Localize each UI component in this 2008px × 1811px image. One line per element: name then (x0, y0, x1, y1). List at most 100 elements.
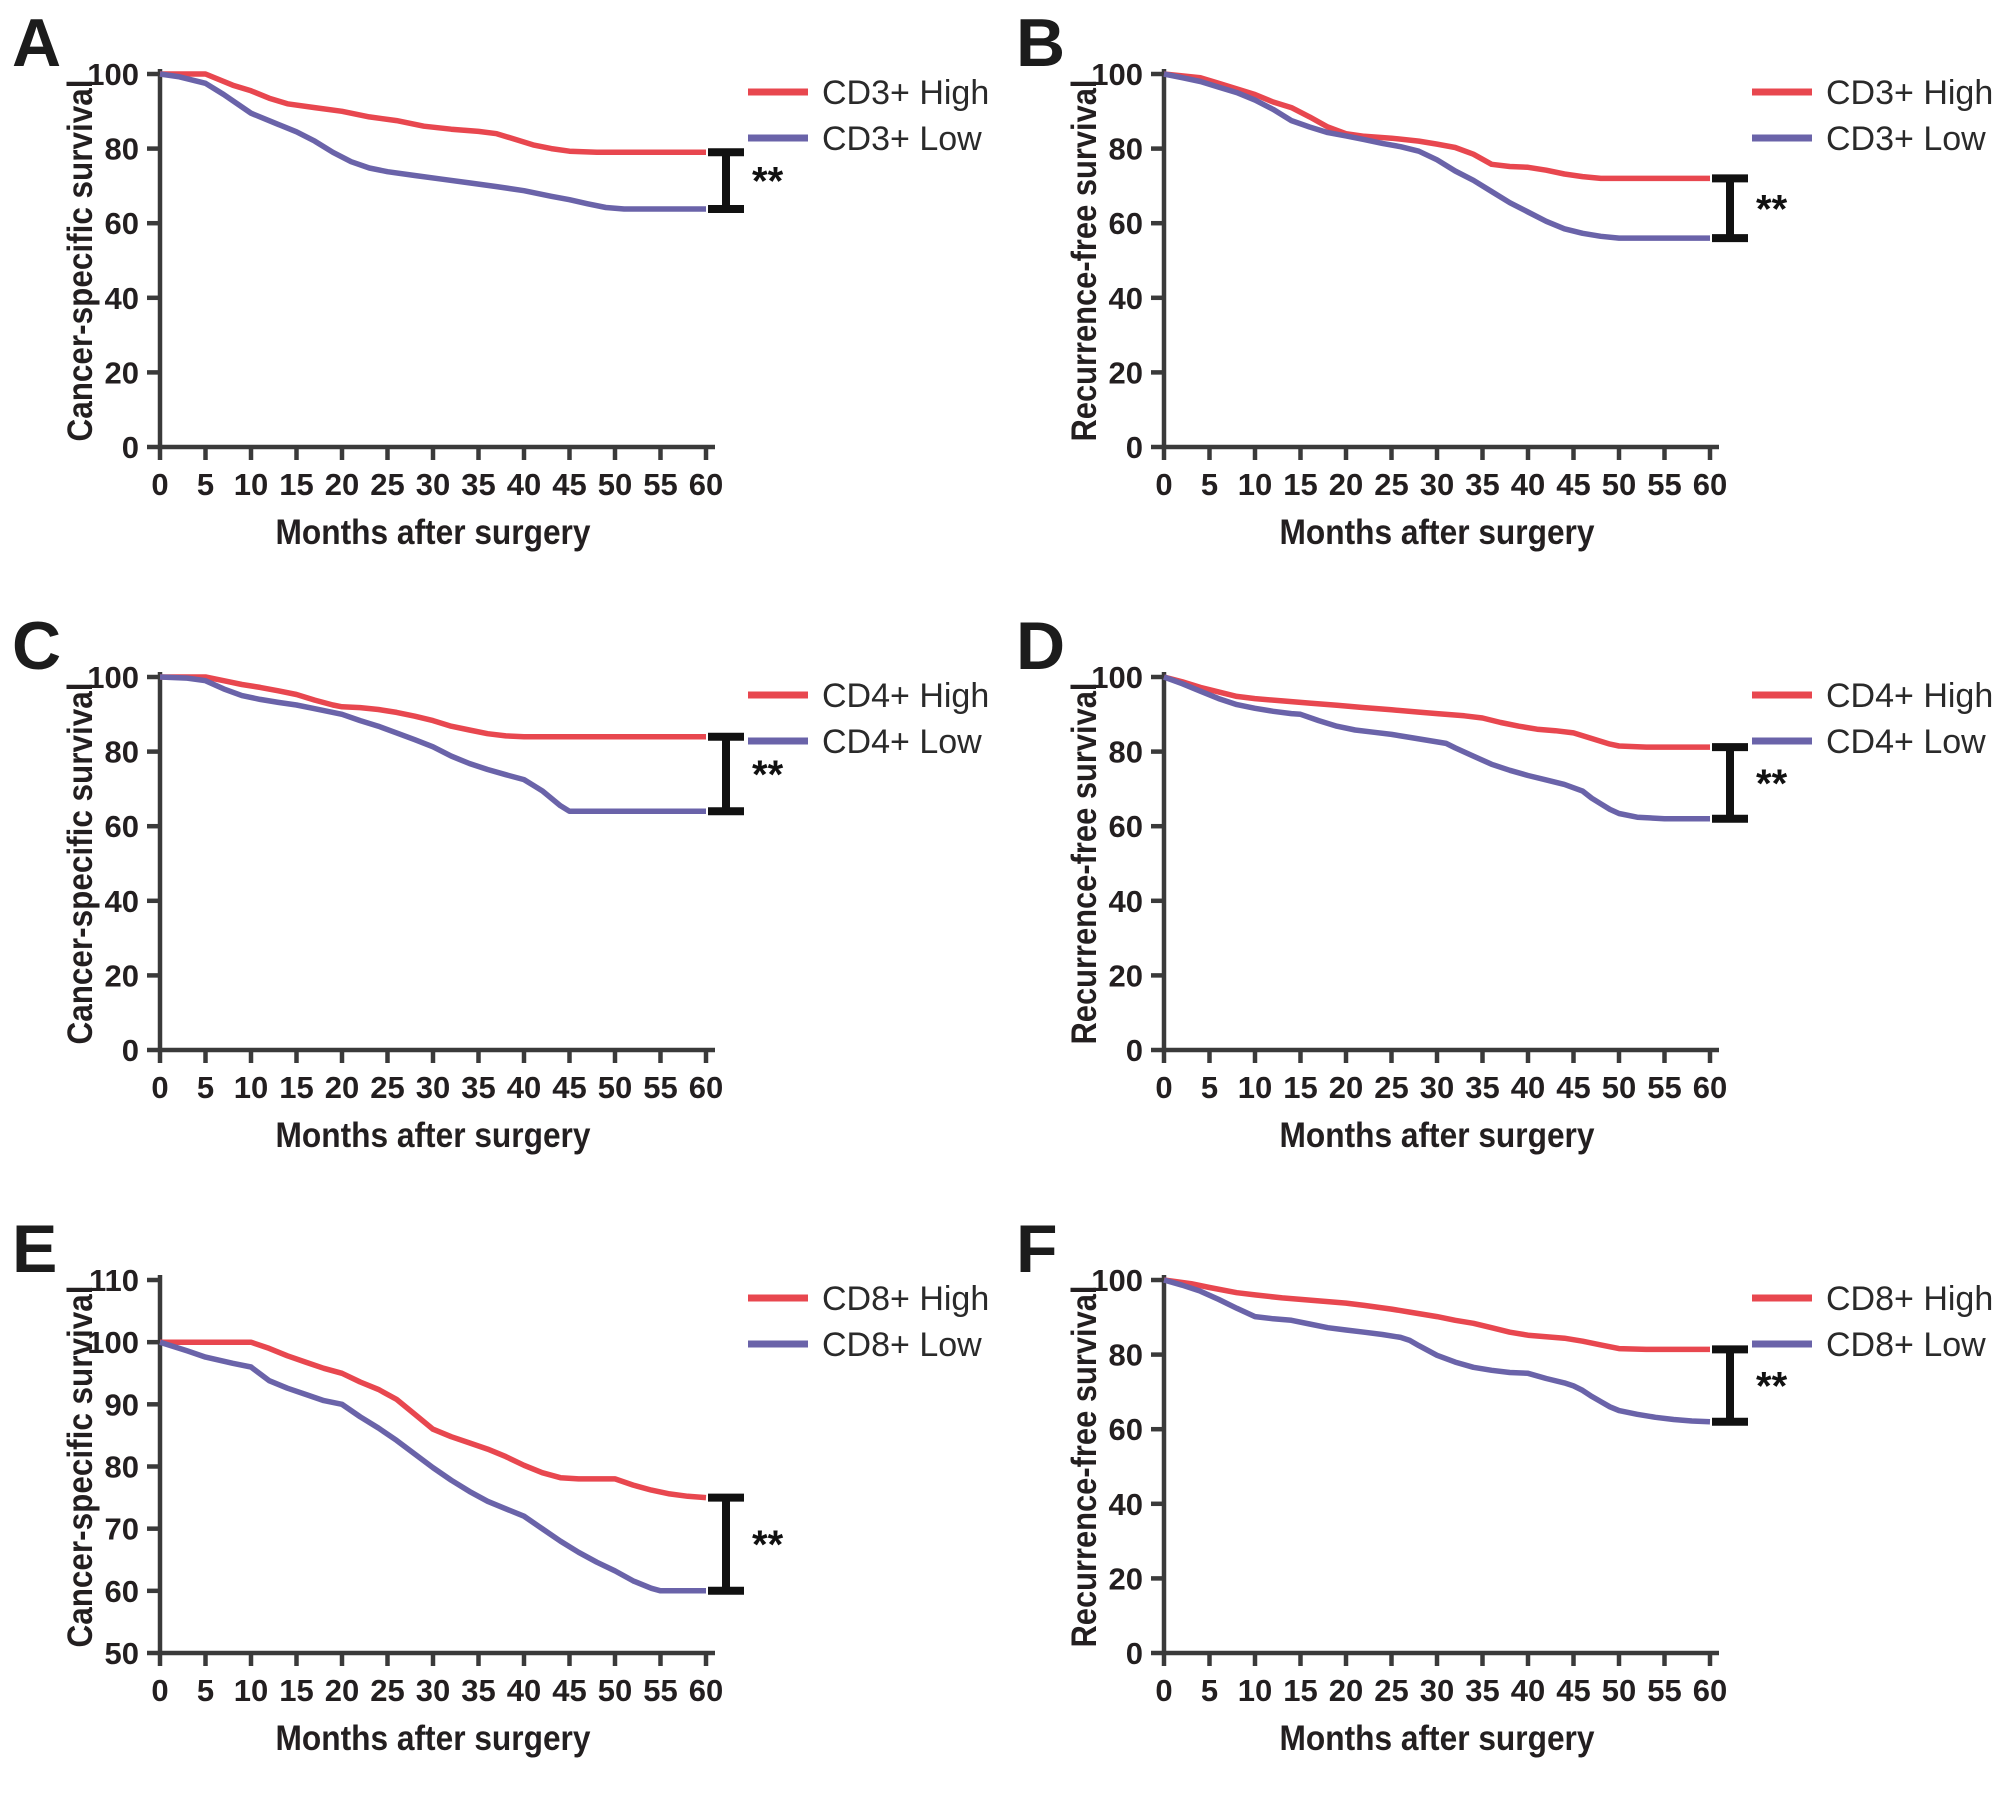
x-tick-label: 60 (1693, 467, 1727, 502)
y-axis-title: Cancer-specific survival (61, 80, 100, 442)
y-tick-label: 40 (105, 281, 139, 316)
curve-cd8-low (159, 1339, 706, 1594)
x-tick-label: 35 (1465, 1673, 1499, 1708)
x-tick-label: 20 (325, 1070, 359, 1105)
y-tick-label: 50 (105, 1636, 139, 1671)
panel-e-chart: E 50 60 70 80 90 100 110 0 5 10 15 20 25 30 35 40 45 50 55 6… (12, 1211, 989, 1758)
x-tick-label: 40 (507, 1070, 541, 1105)
legend-label: CD4+ High (1826, 677, 1993, 715)
panel-label: B (1016, 5, 1065, 81)
x-tick-label: 25 (1374, 1070, 1408, 1105)
x-tick-label: 25 (370, 1070, 404, 1105)
x-tick-label: 45 (1556, 467, 1590, 502)
y-tick-label: 60 (105, 1574, 139, 1609)
x-tick-label: 50 (598, 467, 632, 502)
x-tick-label: 35 (1465, 467, 1499, 502)
x-tick-label: 0 (151, 1070, 168, 1105)
y-tick-label: 80 (105, 1450, 139, 1485)
y-tick-label: 60 (1109, 1412, 1143, 1447)
x-tick-label: 0 (1155, 1070, 1172, 1105)
x-tick-label: 5 (197, 1673, 214, 1708)
x-tick-label: 50 (598, 1673, 632, 1708)
significance-bracket (1712, 1345, 1748, 1426)
y-tick-label: 80 (1109, 1338, 1143, 1373)
y-tick-label: 0 (122, 430, 139, 465)
y-tick-label: 20 (105, 355, 139, 390)
x-tick-label: 35 (461, 1673, 495, 1708)
legend-label: CD8+ Low (822, 1326, 982, 1364)
x-tick-label: 45 (1556, 1673, 1590, 1708)
x-tick-label: 20 (325, 467, 359, 502)
legend-label: CD3+ Low (1826, 120, 1986, 158)
axes (1161, 672, 1719, 1053)
panel-label: F (1016, 1211, 1058, 1287)
axes (1161, 1275, 1719, 1656)
significance-stars: ** (1756, 187, 1788, 231)
y-axis-title: Cancer-specific survival (61, 1286, 100, 1648)
x-tick-label: 15 (279, 467, 313, 502)
significance-stars: ** (1756, 1365, 1788, 1409)
x-axis-title: Months after surgery (276, 1116, 591, 1155)
x-tick-label: 40 (1511, 1673, 1545, 1708)
y-tick-label: 80 (1109, 735, 1143, 770)
y-axis-title: Cancer-specific survival (61, 683, 100, 1045)
y-tick-label: 0 (1126, 430, 1143, 465)
significance-bracket (708, 148, 744, 213)
y-tick-label: 20 (1109, 958, 1143, 993)
x-tick-label: 60 (689, 467, 723, 502)
axes (157, 672, 715, 1053)
curve-cd3-low (159, 71, 706, 212)
x-tick-label: 15 (279, 1673, 313, 1708)
curve-cd8-low (1163, 1277, 1711, 1425)
y-tick-label: 100 (87, 660, 139, 695)
significance-bracket (1712, 174, 1748, 243)
curve-cd8-high (160, 1339, 707, 1501)
y-axis-title: Recurrence-free survival (1065, 1286, 1104, 1648)
x-tick-label: 60 (689, 1070, 723, 1105)
x-tick-label: 55 (643, 1673, 677, 1708)
y-tick-label: 60 (1109, 206, 1143, 241)
x-axis-title: Months after surgery (276, 513, 591, 552)
x-tick-label: 60 (1693, 1673, 1727, 1708)
y-tick-label: 40 (1109, 884, 1143, 919)
x-tick-label: 45 (552, 1070, 586, 1105)
curve-cd3-high (1163, 71, 1710, 182)
panel-a-cd3-cancer-specific: A 0 20 40 60 80 100 0 5 10 15 20 25 30 35 40 45 50 55 60 Can… (0, 0, 1004, 603)
curve-cd3-low (1163, 71, 1710, 241)
x-tick-label: 15 (1283, 467, 1317, 502)
x-axis-title: Months after surgery (1280, 513, 1595, 552)
x-tick-label: 10 (234, 1070, 268, 1105)
x-axis-title: Months after surgery (1280, 1116, 1595, 1155)
significance-bracket (708, 732, 744, 816)
x-tick-label: 15 (1283, 1673, 1317, 1708)
y-tick-label: 20 (1109, 355, 1143, 390)
x-tick-label: 10 (234, 467, 268, 502)
x-tick-label: 35 (1465, 1070, 1499, 1105)
x-tick-label: 10 (1238, 1070, 1272, 1105)
panel-label: D (1016, 608, 1065, 684)
x-tick-label: 15 (279, 1070, 313, 1105)
panel-b-cd3-recurrence-free: B 0 20 40 60 80 100 0 5 10 15 20 25 30 35 40 45 50 55 60 Rec… (1004, 0, 2008, 603)
x-tick-label: 55 (643, 1070, 677, 1105)
legend-label: CD4+ High (822, 677, 989, 715)
axes (1161, 69, 1719, 450)
x-tick-label: 10 (1238, 1673, 1272, 1708)
x-tick-label: 50 (1602, 1070, 1636, 1105)
x-tick-label: 15 (1283, 1070, 1317, 1105)
y-tick-label: 20 (1109, 1561, 1143, 1596)
significance-stars: ** (1756, 762, 1788, 806)
x-tick-label: 60 (1693, 1070, 1727, 1105)
x-tick-label: 0 (1155, 1673, 1172, 1708)
y-tick-label: 110 (89, 1263, 139, 1298)
x-tick-label: 20 (325, 1673, 359, 1708)
curve-cd8-high (1163, 1277, 1710, 1353)
x-tick-label: 20 (1329, 1673, 1363, 1708)
x-tick-label: 20 (1329, 1070, 1363, 1105)
y-tick-label: 0 (1126, 1636, 1143, 1671)
panel-f-cd8-recurrence-free: F 0 20 40 60 80 100 0 5 10 15 20 25 30 35 40 45 50 55 60 Rec… (1004, 1206, 2008, 1811)
x-tick-label: 40 (1511, 1070, 1545, 1105)
